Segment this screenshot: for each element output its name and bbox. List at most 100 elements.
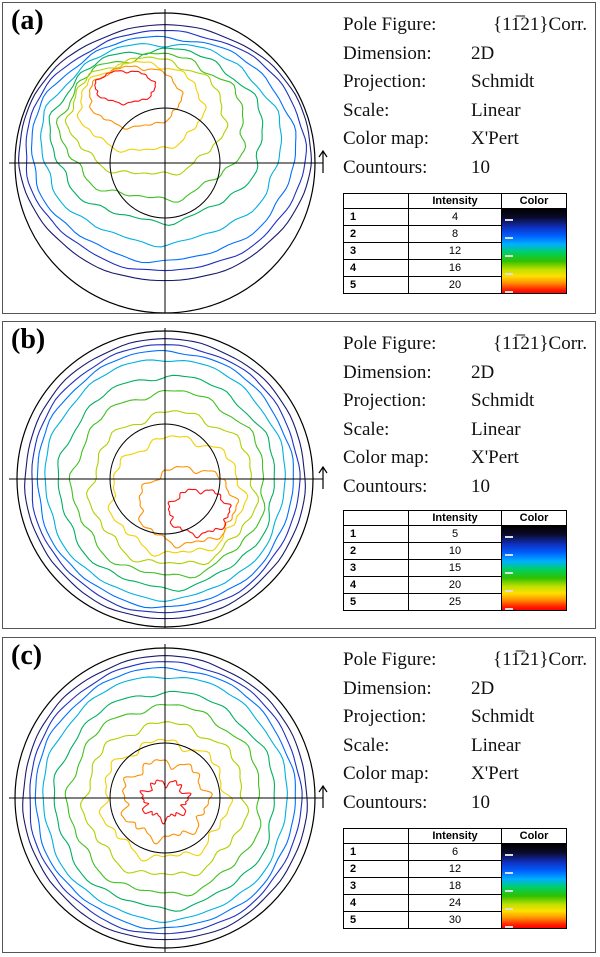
contours-value: 10 xyxy=(471,156,490,178)
colormap-value: X'Pert xyxy=(471,447,519,468)
colormap-value: X'Pert xyxy=(471,763,519,784)
panel-label: (c) xyxy=(11,640,43,671)
contour-line xyxy=(120,759,213,845)
intensity-header: Intensity xyxy=(408,828,502,844)
legend-intensity: 20 xyxy=(408,576,502,594)
panel-label: (a) xyxy=(11,5,44,36)
color-scale-bar xyxy=(501,843,567,929)
colormap-key: Color map: xyxy=(343,763,430,784)
info-block-b: Pole Figure: {11̅21}Corr. Dimension: 2D Pr… xyxy=(343,330,587,501)
contour-line xyxy=(18,24,312,282)
colormap-key: Color map: xyxy=(343,128,430,149)
contours-key: Countours: xyxy=(343,791,428,813)
dimension-key: Dimension: xyxy=(343,361,432,383)
pole-figure-plot-c xyxy=(9,644,328,952)
dimension-key: Dimension: xyxy=(343,677,432,699)
legend-intensity: 20 xyxy=(408,276,502,294)
legend-intensity: 15 xyxy=(408,559,502,577)
direction-arrow-icon xyxy=(318,149,328,173)
legend-index: 4 xyxy=(343,576,409,594)
legend-intensity: 5 xyxy=(408,525,502,543)
contour-line xyxy=(167,488,232,539)
legend-intensity: 30 xyxy=(408,911,502,929)
projection-value: Schmidt xyxy=(471,71,535,92)
direction-arrow-icon xyxy=(318,465,328,489)
legend-intensity: 12 xyxy=(408,860,502,878)
legend-intensity: 6 xyxy=(408,843,502,861)
contours-a xyxy=(18,24,312,282)
contour-line xyxy=(85,410,259,566)
contour-line xyxy=(76,61,207,153)
legend-index: 4 xyxy=(343,259,409,277)
direction-arrow-icon xyxy=(318,784,328,808)
contour-line xyxy=(138,465,240,549)
legend-intensity: 10 xyxy=(408,542,502,560)
projection-key: Projection: xyxy=(343,71,427,92)
contour-line xyxy=(25,30,307,272)
contours-value: 10 xyxy=(471,791,490,813)
contours-key: Countours: xyxy=(343,156,428,178)
contour-line xyxy=(40,43,283,248)
contours-key: Countours: xyxy=(343,475,428,497)
legend-intensity: 12 xyxy=(408,242,502,260)
legend-index: 1 xyxy=(343,525,409,543)
colormap-key: Color map: xyxy=(343,447,430,468)
legend-index: 4 xyxy=(343,894,409,912)
legend-index: 2 xyxy=(343,225,409,243)
dimension-key: Dimension: xyxy=(343,42,432,64)
scale-value: Linear xyxy=(471,734,521,756)
colormap-value: X'Pert xyxy=(471,128,519,149)
pole-figure-panel-c: (c) Pole Figure: {11̅21}Corr. Dimension: 2… xyxy=(2,637,596,953)
panel-label: (b) xyxy=(11,324,46,355)
contour-line xyxy=(80,721,250,877)
legend-intensity: 4 xyxy=(408,208,502,226)
pole-figure-panel-b: (b) Pole Figure: {11̅21}Corr. Dimension: 2… xyxy=(2,321,596,629)
contour-line xyxy=(48,47,264,226)
color-scale-bar xyxy=(501,208,567,294)
pole-figure-key: Pole Figure: xyxy=(343,649,437,670)
contour-line xyxy=(139,779,192,825)
contour-line xyxy=(68,389,266,579)
pole-figure-key: Pole Figure: xyxy=(343,14,437,35)
legend-index: 5 xyxy=(343,593,409,611)
contour-line xyxy=(98,738,234,862)
contour-line xyxy=(55,52,247,203)
scale-key: Scale: xyxy=(343,99,390,121)
pole-figure-key: Pole Figure: xyxy=(343,333,437,354)
pole-figure-value: {11̅21}Corr. xyxy=(493,649,588,670)
contour-line xyxy=(88,65,184,130)
legend-index: 5 xyxy=(343,276,409,294)
pole-figure-value: {11̅21}Corr. xyxy=(493,14,588,35)
legend-intensity: 24 xyxy=(408,894,502,912)
scale-value: Linear xyxy=(471,99,521,121)
intensity-header: Intensity xyxy=(408,510,502,526)
legend-intensity: 16 xyxy=(408,259,502,277)
contour-line xyxy=(30,35,297,264)
legend-index: 3 xyxy=(343,559,409,577)
legend-index: 3 xyxy=(343,242,409,260)
color-header: Color xyxy=(501,828,567,844)
pole-figure-plot-b xyxy=(9,328,328,628)
contours-value: 10 xyxy=(471,475,490,497)
contour-line xyxy=(57,374,275,592)
legend-index: 3 xyxy=(343,877,409,895)
color-header: Color xyxy=(501,510,567,526)
contour-line xyxy=(107,435,249,557)
projection-key: Projection: xyxy=(343,706,427,727)
contour-line xyxy=(64,56,229,176)
color-scale-bar xyxy=(501,525,567,611)
pole-figure-plot-a xyxy=(9,9,328,313)
projection-value: Schmidt xyxy=(471,390,535,411)
pole-figure-panel-a: (a) Pole Figure: {11̅21}Corr. Dimension: 2… xyxy=(2,2,596,314)
intensity-header: Intensity xyxy=(408,193,502,209)
scale-key: Scale: xyxy=(343,418,390,440)
legend-intensity: 25 xyxy=(408,593,502,611)
legend-index: 2 xyxy=(343,860,409,878)
legend-index: 2 xyxy=(343,542,409,560)
info-block-a: Pole Figure: {11̅21}Corr. Dimension: 2D Pr… xyxy=(343,11,587,182)
contour-line xyxy=(53,690,276,912)
info-block-c: Pole Figure: {11̅21}Corr. Dimension: 2D Pr… xyxy=(343,646,587,817)
